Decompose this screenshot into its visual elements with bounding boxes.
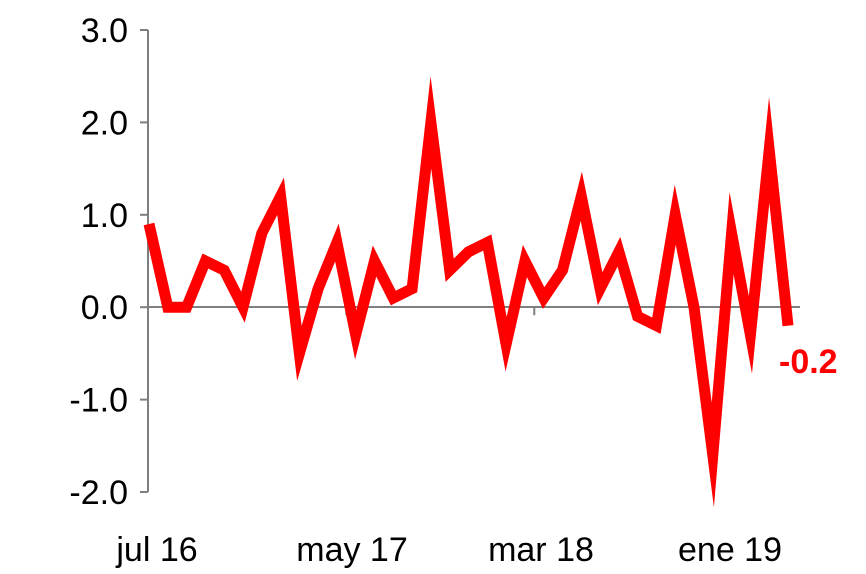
y-tick-label: -2.0 <box>69 474 128 512</box>
y-tick-label: -1.0 <box>69 382 128 420</box>
x-tick-label: ene 19 <box>678 531 782 569</box>
y-ticks: 3.0 2.0 1.0 0.0 -1.0 -2.0 <box>69 12 148 512</box>
y-tick-label: 3.0 <box>81 12 128 50</box>
series-line <box>143 76 794 508</box>
x-ticks: jul 16 may 17 mar 18 ene 19 <box>115 307 782 569</box>
chart-axes <box>147 30 800 492</box>
y-tick-label: 0.0 <box>81 289 128 327</box>
x-tick-label: mar 18 <box>488 531 594 569</box>
end-value-label: -0.2 <box>779 343 838 381</box>
y-tick-label: 2.0 <box>81 104 128 142</box>
x-tick-label: may 17 <box>296 531 408 569</box>
y-tick-label: 1.0 <box>81 197 128 235</box>
x-tick-label: jul 16 <box>115 531 197 569</box>
